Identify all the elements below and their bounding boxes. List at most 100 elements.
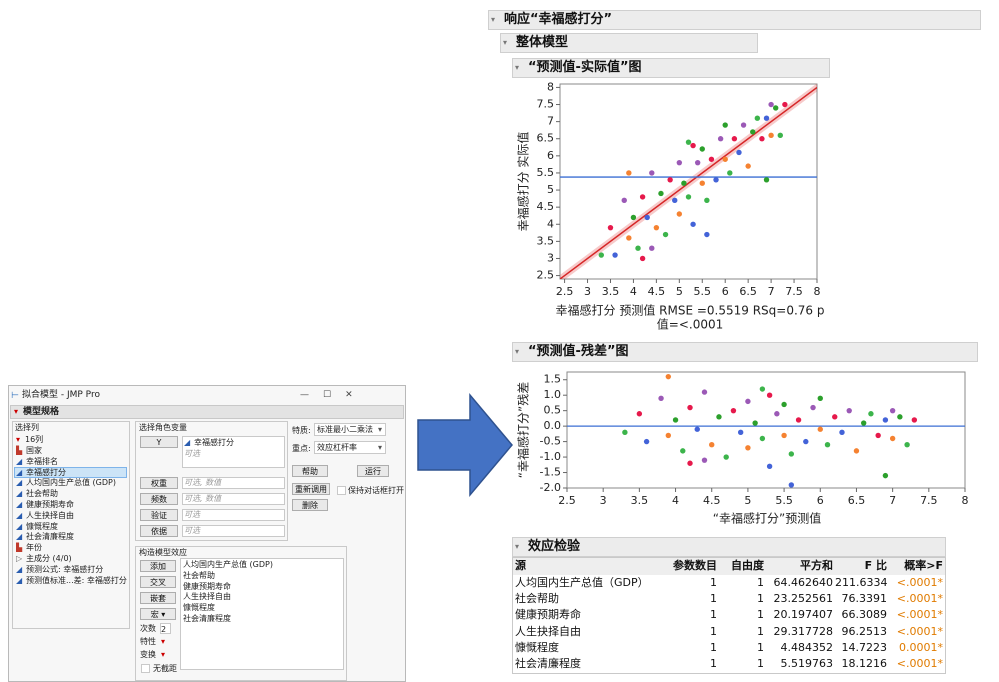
data-point [681,180,687,186]
run-button[interactable]: 运行 [357,465,389,477]
column-item[interactable]: 人均国内生产总值 (GDP) [26,478,116,488]
effect-button[interactable]: 宏 ▾ [140,608,176,620]
data-point [658,395,664,401]
column-item[interactable]: 预测公式: 幸福感打分 [26,564,104,574]
column-item[interactable]: 社会清廉程度 [26,532,74,542]
data-point [701,389,708,395]
data-point [704,231,710,238]
x-tick-label: 8 [962,494,969,507]
data-point [782,101,788,108]
column-item[interactable]: 幸福排名 [26,456,58,466]
table-cell: 1 [757,608,764,622]
data-point [699,146,705,152]
attributes-label[interactable]: 特性 [140,637,156,646]
data-point [839,429,845,436]
data-point [704,197,710,204]
recall-button[interactable]: 重新调用 [292,483,330,495]
x-tick-label: 6.5 [739,285,757,298]
effect-button[interactable]: 交叉 [140,576,176,588]
role-field[interactable] [182,493,285,505]
role-button[interactable]: 权重 [140,477,178,489]
data-point [685,139,692,145]
role-field[interactable] [182,525,285,537]
data-point [665,432,672,439]
effect-item[interactable]: 社会清廉程度 [183,614,231,623]
data-point [622,429,628,436]
disclosure-icon: ▾ [515,63,520,72]
y-axis-label: 幸福感打分 实际值 [516,132,531,232]
effect-item[interactable]: 慷慨程度 [183,603,215,613]
role-hint: 可选 [184,526,200,535]
data-point [676,159,683,166]
data-point [607,224,614,231]
table-cell: 29.317728 [773,624,834,638]
x-tick-label: 4 [630,285,637,298]
column-item[interactable]: 健康预期寿命 [26,500,74,509]
table-cell: <.0001* [896,608,943,622]
data-point [889,435,896,442]
column-item[interactable]: 主成分 (4/0) [26,554,72,563]
table-cell: 1 [757,657,764,670]
column-item[interactable]: 年份 [26,543,42,553]
personality-select[interactable] [314,423,386,436]
role-field[interactable] [182,477,285,489]
data-point [653,224,660,231]
column-item[interactable]: 幸福感打分 [26,467,66,477]
table-cell: <.0001* [896,657,943,670]
help-button[interactable]: 帮助 [292,465,328,477]
data-point [803,438,809,445]
data-point [736,149,742,156]
role-field[interactable] [182,509,285,521]
column-item[interactable]: 人生抉择自由 [26,510,74,520]
remove-button[interactable]: 删除 [292,499,328,511]
table-cell: <.0001* [896,576,943,589]
x-tick-label: 3 [600,494,607,507]
data-point [777,132,783,139]
emphasis-select[interactable] [314,441,386,454]
checkbox[interactable] [141,664,150,673]
transform-label[interactable]: 变换 [140,650,156,659]
table-cell: 1 [710,608,717,622]
column-header: 源 [515,559,526,572]
effect-item[interactable]: 人生抉择自由 [183,592,231,602]
effect-button[interactable]: 添加 [140,560,176,572]
data-point [727,170,733,176]
degree-field[interactable]: 2 [160,623,171,634]
table-cell: 1 [710,576,717,589]
column-item[interactable]: 社会帮助 [26,489,58,499]
column-item[interactable]: 慷慨程度 [26,521,58,531]
data-point [745,445,751,451]
y-tick-label: -1.0 [540,450,561,463]
role-button[interactable]: 验证 [140,509,178,521]
data-point [810,404,816,411]
table-cell: 4.484352 [780,640,834,654]
effect-button[interactable]: 嵌套 [140,592,176,604]
column-item[interactable]: 国家 [26,446,42,455]
panel-title: 选择角色变量 [139,423,187,432]
effect-item[interactable]: 社会帮助 [183,570,215,580]
column-header: 参数数目 [673,559,717,572]
y-tick-label: 0.0 [544,419,562,432]
y-axis-label: “幸福感打分”残差 [516,382,531,478]
role-value: 幸福感打分 [194,438,234,447]
data-point [772,105,779,111]
y-tick-label: 0.5 [544,404,562,417]
effect-table [512,557,946,674]
checkbox[interactable] [337,486,346,495]
personality-value: 标准最小二乘法 [317,425,373,434]
effect-item[interactable]: 人均国内生产总值 (GDP) [183,560,273,569]
role-field[interactable] [182,436,285,468]
column-icon: ▙ [16,446,23,455]
table-cell: <.0001* [896,592,943,606]
role-button[interactable]: 频数 [140,493,178,505]
window-controls[interactable]: —☐✕ [300,390,367,400]
column-header: 概率>F [904,559,943,572]
effect-item[interactable]: 健康预期寿命 [183,581,231,591]
data-point [665,373,672,380]
role-button[interactable]: Y [140,436,178,448]
personality-label: 特质: [292,426,311,435]
table-cell: 健康预期寿命 [515,608,581,622]
column-item[interactable]: 预测值标准...差: 幸福感打分 [26,575,127,585]
data-point [846,407,852,414]
role-button[interactable]: 依据 [140,525,178,537]
